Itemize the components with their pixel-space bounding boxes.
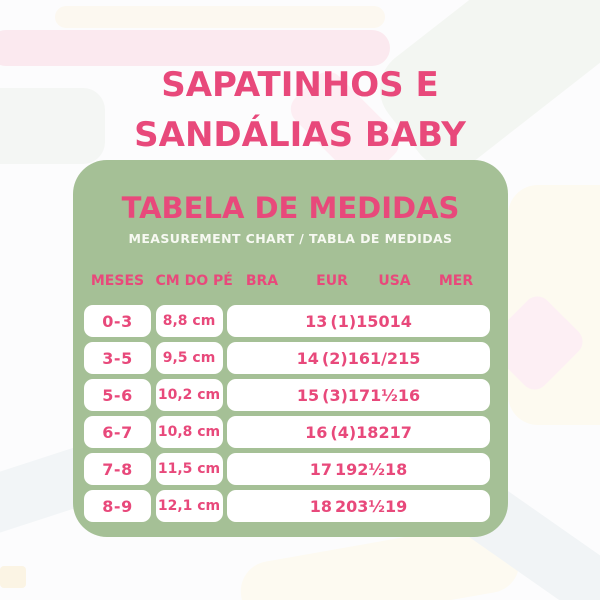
mer-value: 19 — [384, 496, 408, 516]
bra-note: (2) — [321, 348, 348, 368]
page-title-line2: SANDÁLIAS BABY — [134, 115, 466, 155]
bra-note: (3) — [322, 385, 348, 405]
usa-value: 3½ — [357, 496, 385, 516]
mer-value: 18 — [384, 459, 408, 479]
mer-value: 17 — [389, 422, 412, 442]
usa-value: 0 — [378, 311, 390, 331]
sizes-cell: 14 (2) 16 1/2 15 — [227, 342, 490, 374]
usa-value: 1/2 — [369, 348, 399, 368]
sizes-cell: 18 20 3½ 19 — [227, 490, 490, 522]
bra-note: (1) — [330, 311, 357, 331]
table-row: 5-6 10,2 cm 15 (3) 17 1½ 16 — [84, 379, 490, 411]
meses-cell: 3-5 — [84, 342, 151, 374]
sizes-cell: 15 (3) 17 1½ 16 — [227, 379, 490, 411]
mer-value: 15 — [398, 348, 421, 368]
bra-value: 14 (2) — [296, 348, 348, 368]
meses-cell: 8-9 — [84, 490, 151, 522]
meses-cell: 5-6 — [84, 379, 151, 411]
bra-value: 17 — [309, 459, 333, 479]
eur-value: 20 — [335, 496, 358, 516]
page-title-line1: SAPATINHOS E — [161, 65, 439, 105]
eur-value: 19 — [335, 459, 358, 479]
page-title: SAPATINHOS E SANDÁLIAS BABY — [0, 60, 600, 160]
cm-cell: 10,2 cm — [155, 379, 223, 411]
mer-value: 16 — [397, 385, 421, 405]
table-row: 0-3 8,8 cm 13 (1) 15 0 14 — [84, 305, 490, 337]
meses-cell: 6-7 — [84, 416, 151, 448]
table-row: 7-8 11,5 cm 17 19 2½ 18 — [84, 453, 490, 485]
cm-cell: 9,5 cm — [155, 342, 223, 374]
bra-value: 16 (4) — [305, 422, 357, 442]
column-header-bra: BRA — [245, 273, 279, 289]
cm-cell: 8,8 cm — [155, 305, 223, 337]
table-body: 0-3 8,8 cm 13 (1) 15 0 14 3-5 9,5 cm 14 (2… — [84, 305, 490, 522]
eur-value: 18 — [356, 422, 379, 442]
eur-value: 17 — [347, 385, 371, 405]
usa-value: 2 — [378, 422, 390, 442]
bra-value: 15 (3) — [296, 385, 348, 405]
decorative-shape — [0, 566, 26, 588]
mer-value: 14 — [389, 311, 412, 331]
table-header-row: MESES CM DO PÉ BRA EUR USA MER — [84, 270, 490, 292]
meses-cell: 0-3 — [84, 305, 151, 337]
panel-title: TABELA DE MEDIDAS — [121, 191, 460, 225]
usa-value: 2½ — [357, 459, 385, 479]
panel-subtitle: MEASUREMENT CHART / TABLA DE MEDIDAS — [128, 231, 453, 246]
decorative-shape — [55, 6, 385, 28]
measurement-panel: TABELA DE MEDIDAS MEASUREMENT CHART / TA… — [73, 160, 508, 537]
decorative-shape — [0, 30, 390, 66]
column-header-meses: MESES — [90, 273, 145, 289]
cm-cell: 11,5 cm — [155, 453, 223, 485]
decorative-shape — [0, 88, 105, 164]
bra-note: (4) — [330, 422, 357, 442]
sizes-cell: 16 (4) 18 2 17 — [227, 416, 490, 448]
size-table: MESES CM DO PÉ BRA EUR USA MER 0-3 8,8 c… — [84, 270, 490, 522]
cm-cell: 10,8 cm — [155, 416, 223, 448]
bra-value: 18 — [309, 496, 333, 516]
table-row: 3-5 9,5 cm 14 (2) 16 1/2 15 — [84, 342, 490, 374]
eur-value: 15 — [356, 311, 379, 331]
column-header-eur: EUR — [316, 273, 348, 289]
column-header-cm: CM DO PÉ — [155, 273, 233, 289]
meses-cell: 7-8 — [84, 453, 151, 485]
table-row: 8-9 12,1 cm 18 20 3½ 19 — [84, 490, 490, 522]
sizes-cell: 17 19 2½ 18 — [227, 453, 490, 485]
bra-value: 13 (1) — [305, 311, 357, 331]
cm-cell: 12,1 cm — [155, 490, 223, 522]
table-row: 6-7 10,8 cm 16 (4) 18 2 17 — [84, 416, 490, 448]
eur-value: 16 — [347, 348, 370, 368]
sizes-cell: 13 (1) 15 0 14 — [227, 305, 490, 337]
column-header-mer: MER — [438, 273, 474, 289]
usa-value: 1½ — [370, 385, 398, 405]
column-header-usa: USA — [378, 273, 411, 289]
